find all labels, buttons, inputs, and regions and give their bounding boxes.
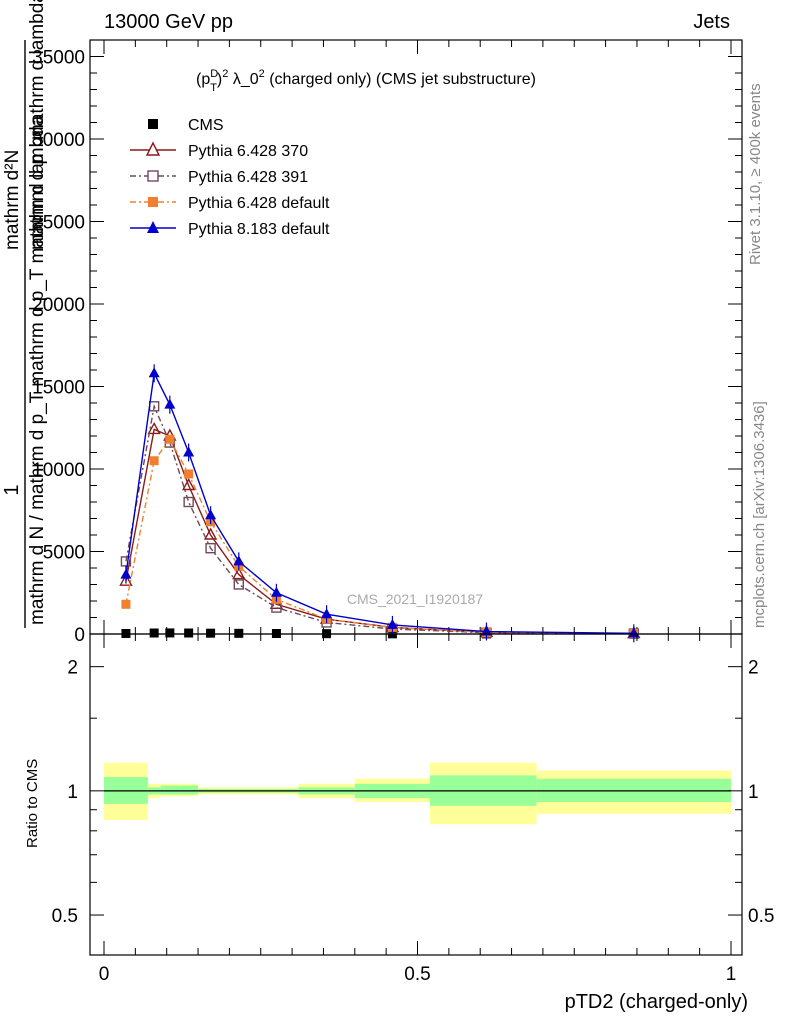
legend-label: CMS xyxy=(188,117,224,134)
main-ytick-label: 25000 xyxy=(32,213,85,234)
ylabel-denom3: mathrm d lambda xyxy=(27,0,48,140)
ylabel-numer2: mathrm d²N xyxy=(2,150,23,250)
data-point xyxy=(205,543,216,554)
analysis-label: CMS_2021_I1920187 xyxy=(347,591,483,607)
ratio-ytick-label-right: 0.5 xyxy=(748,906,774,927)
data-point xyxy=(149,456,159,466)
rivet-label: Rivet 3.1.10, ≥ 400k events xyxy=(747,83,764,265)
data-point xyxy=(233,555,245,566)
data-point xyxy=(183,496,194,508)
main-ytick-label: 5000 xyxy=(43,543,85,564)
ratio-xtick-label: 1 xyxy=(726,964,737,985)
ratio-ylabel: Ratio to CMS xyxy=(24,759,41,848)
data-point xyxy=(234,628,244,638)
ratio-ytick-label-right: 1 xyxy=(748,782,759,803)
data-point xyxy=(184,628,194,638)
legend-label: Pythia 6.428 391 xyxy=(188,169,308,186)
energy-label: 13000 GeV pp xyxy=(104,11,233,33)
data-point xyxy=(386,618,398,629)
legend-marker xyxy=(147,221,159,233)
title-base: (p xyxy=(196,71,210,88)
series-line xyxy=(125,403,634,635)
ratio-ytick-label-right: 2 xyxy=(748,658,759,679)
data-point xyxy=(164,398,176,409)
title-sub1: T xyxy=(210,82,217,94)
data-point xyxy=(233,579,245,590)
category-label: Jets xyxy=(693,11,730,33)
ylabel-denom: mathrm d N / mathrm d p_T mathrm d p_T m… xyxy=(27,115,48,625)
legend-marker xyxy=(145,141,161,156)
data-point xyxy=(148,367,160,378)
ratio-ytick-label: 1 xyxy=(67,782,78,803)
title-tail: (charged only) (CMS jet substructure) xyxy=(265,71,536,88)
main-ytick-label: 10000 xyxy=(32,460,85,481)
ratio-panel xyxy=(104,762,731,825)
data-point xyxy=(480,625,492,636)
title-sup1: D xyxy=(210,68,218,80)
title-lam: λ_0 xyxy=(228,71,258,88)
data-point xyxy=(120,568,132,579)
legend: CMS Pythia 6.428 370 Pythia 6.428 391 Pythi… xyxy=(130,117,330,238)
ratio-stat-band xyxy=(179,785,199,795)
data-point xyxy=(203,527,218,540)
main-axes: 0 5000 10000 15000 20000 25000 30000 35000 xyxy=(32,39,743,646)
main-ytick-label: 0 xyxy=(74,625,85,646)
data-point xyxy=(184,469,194,479)
ylabel-numer: 1 xyxy=(1,484,23,495)
legend-marker xyxy=(148,197,158,207)
ylabel-denom2: mathrm d p xyxy=(27,154,48,250)
data-point xyxy=(149,628,159,638)
data-point xyxy=(165,628,175,638)
main-ylabel: 1 mathrm d N / mathrm d p_T mathrm d p_T… xyxy=(1,0,48,628)
legend-marker xyxy=(148,119,158,129)
data-point xyxy=(232,567,246,580)
source-label: mcplots.cern.ch [arXiv:1306.3436] xyxy=(751,401,768,628)
main-ytick-label: 15000 xyxy=(32,378,85,399)
ratio-axes: 0.5 0.5 1 1 2 2 0 0.5 1 xyxy=(52,633,774,985)
legend-label: Pythia 6.428 default xyxy=(188,195,330,212)
data-point xyxy=(321,608,333,619)
data-point xyxy=(121,599,131,609)
ratio-xtick-label: 0.5 xyxy=(404,964,430,985)
data-point xyxy=(206,628,216,638)
main-series xyxy=(119,364,641,643)
data-point xyxy=(181,478,196,491)
main-ytick-label: 20000 xyxy=(32,295,85,316)
title-mid: ) xyxy=(217,71,222,88)
data-point xyxy=(183,446,195,457)
data-point xyxy=(205,509,217,520)
ratio-ytick-label: 2 xyxy=(67,658,78,679)
data-point xyxy=(147,421,161,435)
main-ytick-label: 30000 xyxy=(32,130,85,151)
data-point xyxy=(165,434,175,444)
legend-marker xyxy=(147,170,159,182)
main-ytick-label: 35000 xyxy=(32,48,85,69)
legend-label: Pythia 8.183 default xyxy=(188,221,330,238)
ratio-stat-band xyxy=(160,785,180,795)
ratio-xtick-label: 0 xyxy=(99,964,110,985)
data-point xyxy=(119,573,133,586)
title-sup3: 2 xyxy=(259,68,265,80)
data-point xyxy=(270,586,282,597)
ratio-ytick-label: 0.5 xyxy=(52,906,78,927)
ratio-frame xyxy=(89,633,743,956)
plot-title: (pD T)2 λ_02 (charged only) (CMS jet subs… xyxy=(196,68,536,94)
legend-label: Pythia 6.428 370 xyxy=(188,143,308,160)
xlabel: pTD2 (charged-only) xyxy=(565,991,748,1013)
title-sup2: 2 xyxy=(222,68,228,80)
